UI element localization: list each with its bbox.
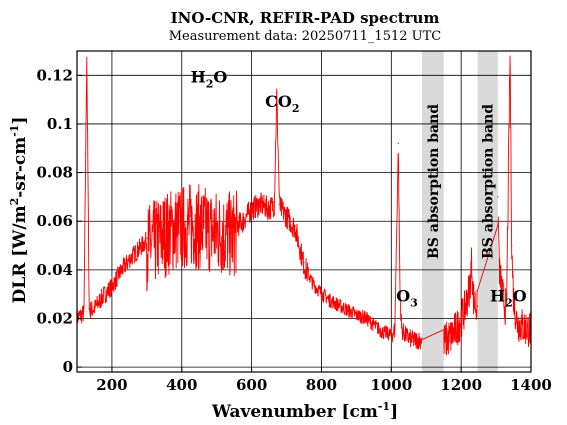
y-tick-label: 0.02: [36, 310, 73, 328]
band-labels: BS absorption band BS absorption band: [426, 104, 497, 259]
data-point: [285, 213, 288, 215]
data-point: [303, 261, 305, 264]
data-point: [137, 247, 139, 249]
data-point: [443, 337, 445, 339]
data-point: [464, 305, 466, 307]
data-point: [418, 337, 420, 339]
data-point: [198, 218, 200, 220]
x-tick-label: 200: [96, 376, 127, 394]
data-point: [347, 308, 349, 310]
data-point: [276, 91, 278, 93]
band-label: BS absorption band: [481, 104, 497, 259]
data-point: [411, 337, 413, 339]
data-point: [338, 303, 340, 305]
y-tick-label: 0.06: [36, 212, 73, 230]
spectrum-line: [76, 55, 532, 356]
molecule-annotation: O3: [396, 286, 418, 309]
data-point: [273, 201, 275, 203]
data-point: [404, 332, 406, 334]
data-point: [189, 215, 192, 217]
data-point: [471, 257, 473, 259]
data-point: [242, 218, 244, 220]
data-point: [216, 223, 218, 225]
y-tick-label: 0.04: [36, 261, 73, 279]
data-point: [469, 281, 471, 283]
data-point: [181, 218, 183, 220]
axis-ticks: 200 400 600 800 1000 1200 1400 0 0.02 0.04 0.06 0.0…: [36, 66, 551, 394]
data-point: [128, 257, 130, 259]
data-point: [329, 298, 331, 300]
data-point: [394, 327, 396, 329]
data-point: [511, 244, 513, 247]
plot-frame: [76, 50, 532, 373]
chart-title: INO-CNR, REFIR-PAD spectrum: [171, 9, 440, 27]
x-tick-label: 400: [166, 376, 197, 394]
data-point: [399, 293, 401, 295]
data-point: [146, 237, 148, 239]
y-tick-label: 0: [63, 358, 73, 376]
data-point: [163, 225, 165, 227]
data-point: [502, 293, 504, 295]
data-point: [355, 313, 357, 315]
data-point: [512, 293, 515, 295]
y-tick-label: 0.12: [36, 66, 73, 84]
data-point: [450, 332, 452, 334]
absorption-band: [422, 51, 444, 372]
x-axis-label: Wavenumber [cm-1]: [211, 400, 398, 422]
data-point: [83, 310, 85, 312]
data-point: [472, 293, 474, 295]
data-point: [373, 322, 375, 324]
data-point: [93, 305, 96, 307]
molecule-annotation: H2O: [191, 68, 228, 91]
y-axis-label: DLR [W/m2-sr-cm-1]: [8, 117, 30, 304]
chart-subtitle: Measurement data: 20250711_1512 UTC: [169, 29, 442, 44]
x-tick-label: 1000: [370, 376, 412, 394]
data-point: [251, 206, 253, 208]
data-point: [381, 330, 384, 332]
data-point: [259, 201, 261, 203]
data-point: [224, 225, 227, 227]
series-layer: [76, 50, 532, 356]
data-point: [294, 225, 296, 227]
data-point: [207, 220, 209, 222]
data-point: [154, 232, 157, 234]
data-point: [88, 308, 90, 310]
x-tick-label: 1400: [510, 376, 552, 394]
data-point: [312, 281, 314, 283]
x-tick-label: 800: [306, 376, 337, 394]
annotations: H2O CO2 O3 H2O: [191, 68, 527, 310]
data-point: [523, 322, 525, 324]
y-tick-label: 0.1: [47, 115, 73, 133]
data-point: [457, 322, 459, 324]
data-point: [390, 332, 392, 334]
molecule-annotation: H2O: [490, 286, 527, 309]
data-point: [320, 291, 323, 293]
x-tick-label: 1200: [440, 376, 482, 394]
data-point: [397, 142, 399, 145]
molecule-annotation: CO2: [265, 92, 299, 115]
data-point: [498, 269, 501, 271]
data-point: [505, 305, 508, 307]
absorption-band: [477, 51, 498, 372]
data-point: [120, 269, 122, 271]
absorption-bands: [422, 51, 498, 372]
data-point: [364, 315, 366, 317]
data-point: [268, 206, 270, 208]
band-label: BS absorption band: [426, 104, 442, 259]
y-tick-label: 0.08: [36, 164, 73, 182]
data-point: [233, 225, 235, 227]
data-point: [278, 203, 281, 205]
data-point: [497, 196, 499, 198]
data-point: [111, 283, 113, 286]
data-point: [421, 337, 423, 339]
data-point: [516, 317, 518, 320]
x-tick-label: 600: [236, 376, 267, 394]
data-point: [102, 293, 104, 295]
data-point: [172, 220, 174, 222]
data-point: [476, 305, 479, 307]
data-point: [401, 327, 403, 329]
